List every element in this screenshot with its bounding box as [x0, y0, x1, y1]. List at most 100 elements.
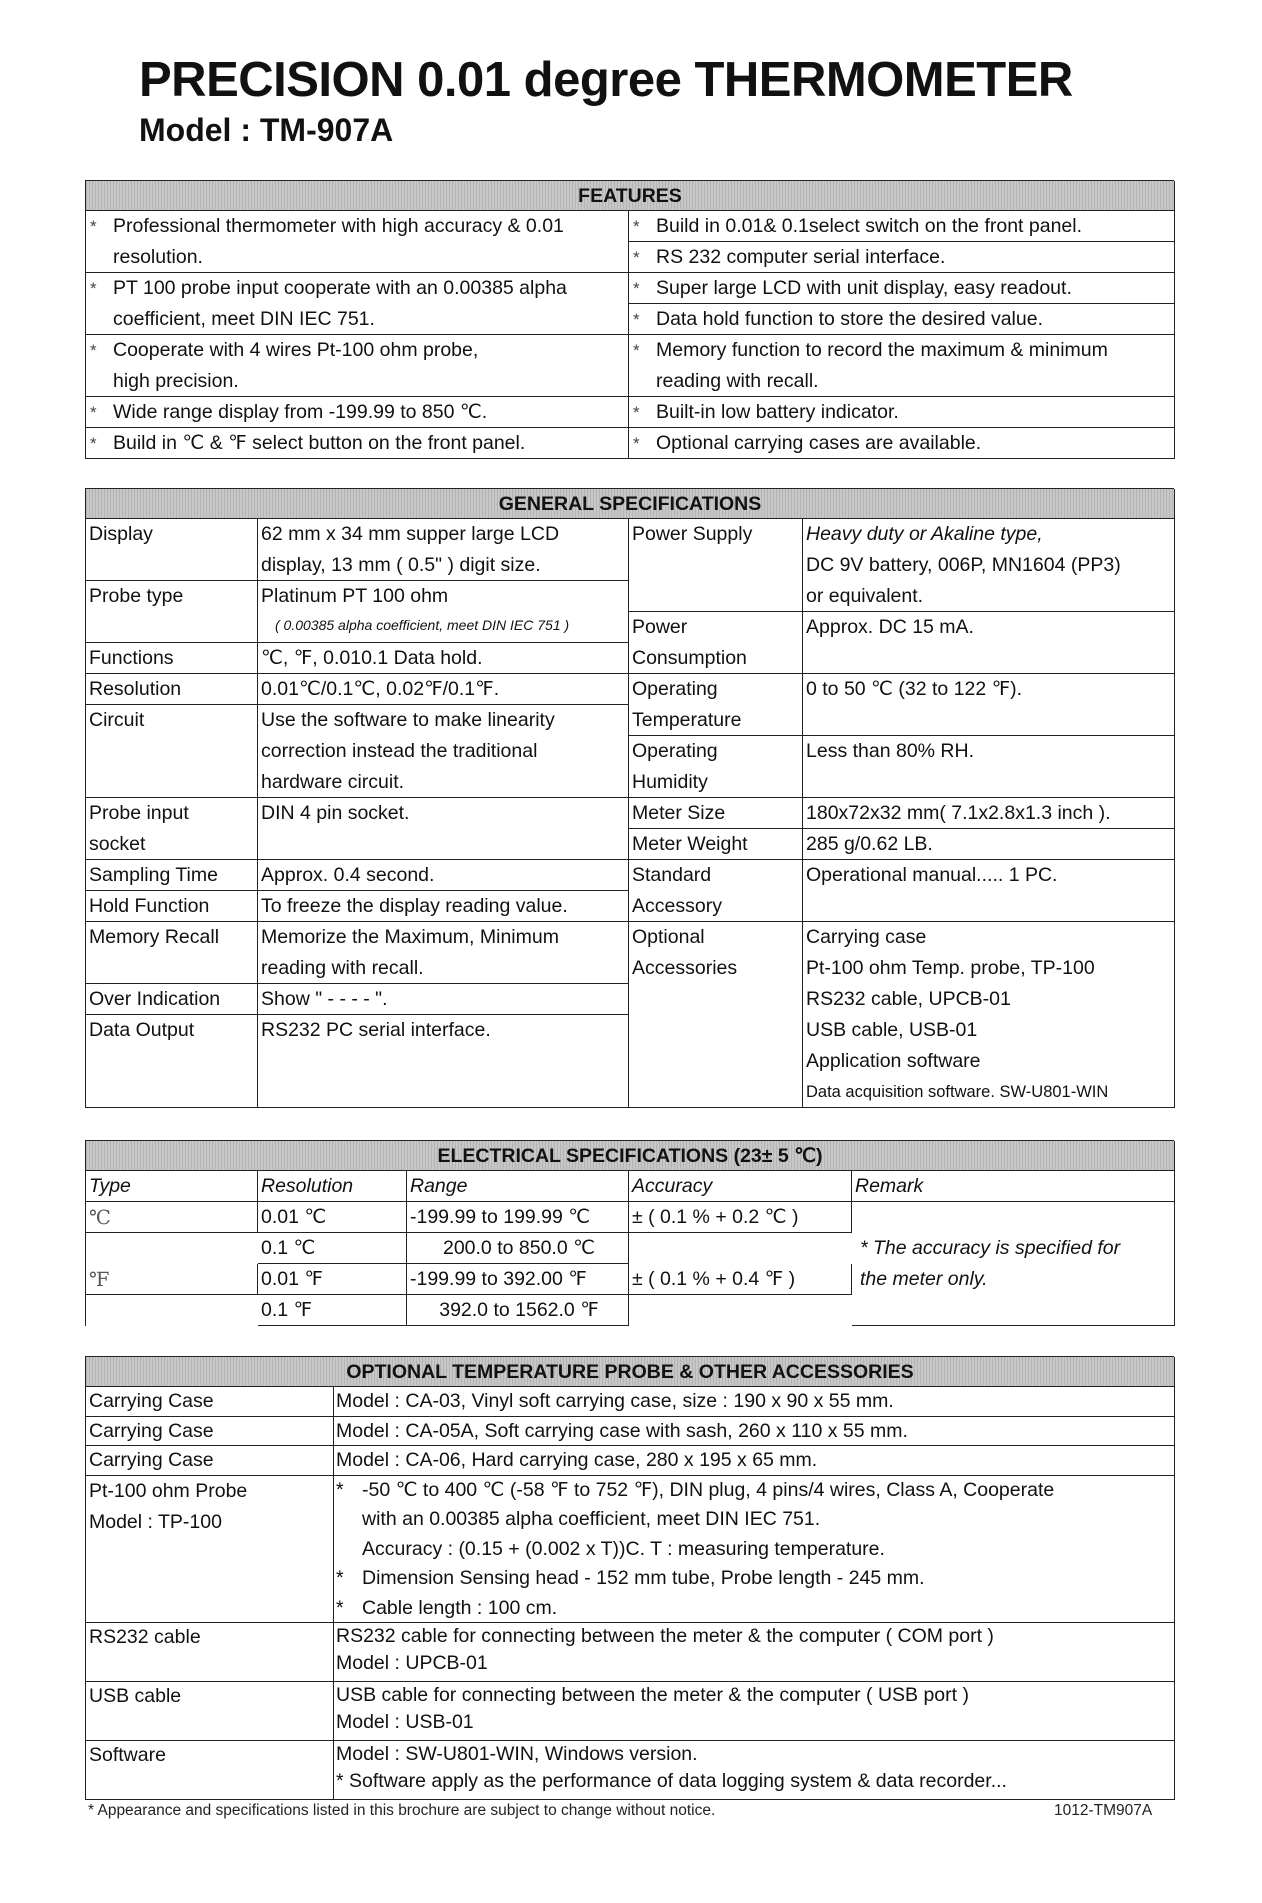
- spec-value: Show " - - - - ".: [258, 984, 629, 1015]
- text-line: Optional carrying cases are available.: [656, 432, 982, 454]
- text-line: DIN 4 pin socket.: [261, 802, 410, 824]
- text-line: RS 232 computer serial interface.: [656, 246, 946, 268]
- spec-value: 0 to 50 ℃ (32 to 122 ℉).: [803, 674, 1175, 736]
- spec-value: Less than 80% RH.: [803, 736, 1175, 798]
- optional-header: OPTIONAL TEMPERATURE PROBE & OTHER ACCES…: [86, 1357, 1175, 1387]
- spec-label: Memory Recall: [86, 922, 258, 984]
- spec-label: Sampling Time: [86, 860, 258, 891]
- spec-value-italic: Heavy duty or Akaline type,: [806, 523, 1043, 545]
- feature-item: * Built-in low battery indicator.: [629, 397, 1175, 428]
- text-line: Super large LCD with unit display, easy …: [656, 277, 1072, 299]
- accuracy-cell: ± ( 0.1 % + 0.2 ℃ ): [629, 1202, 852, 1233]
- spec-label: Standard Accessory: [629, 860, 803, 922]
- accuracy-cell: ± ( 0.1 % + 0.4 ℉ ): [629, 1264, 852, 1295]
- text-line: Build in ℃ & ℉ select button on the fron…: [113, 432, 526, 454]
- bullet: *: [633, 217, 640, 236]
- resolution-cell: 0.1 ℉: [258, 1295, 407, 1326]
- general-header: GENERAL SPECIFICATIONS: [86, 489, 1175, 519]
- accessory-label: Carrying Case: [86, 1387, 334, 1417]
- spec-value: 0.01℃/0.1℃, 0.02℉/0.1℉.: [258, 674, 629, 705]
- bullet: *: [90, 341, 97, 360]
- spec-value: Carrying case Pt-100 ohm Temp. probe, TP-…: [803, 922, 1175, 1108]
- text-line: Memory function to record the maximum & …: [656, 339, 1108, 361]
- spec-label: Operating Humidity: [629, 736, 803, 798]
- text-line: Show " - - - - ".: [261, 988, 388, 1010]
- text-line: To freeze the display reading value.: [261, 895, 568, 917]
- column-header: Range: [407, 1171, 629, 1202]
- text-line: Model : UPCB-01: [336, 1652, 488, 1674]
- bullet: *: [633, 403, 640, 422]
- accessory-label: USB cable: [86, 1682, 334, 1741]
- model-subtitle: Model : TM-907A: [139, 112, 394, 148]
- text-line: Accuracy : (0.15 + (0.002 x T))C. T : me…: [362, 1537, 885, 1560]
- accessory-value: * -50 ℃ to 400 ℃ (-58 ℉ to 752 ℉), DIN pl…: [334, 1475, 1175, 1623]
- accessory-label: Carrying Case: [86, 1446, 334, 1476]
- text-line: Approx. 0.4 second.: [261, 864, 435, 886]
- resolution-cell: 0.01 ℉: [258, 1264, 407, 1295]
- text-line: 180x72x32 mm( 7.1x2.8x1.3 inch ).: [806, 802, 1111, 824]
- text-line: Dimension Sensing head - 152 mm tube, Pr…: [362, 1567, 925, 1589]
- text-line: ℃, ℉, 0.010.1 Data hold.: [261, 647, 483, 669]
- text-line: Data hold function to store the desired …: [656, 308, 1043, 330]
- general-specifications-table: GENERAL SPECIFICATIONS Display 62 mm x 3…: [85, 488, 1175, 1108]
- accessory-label: RS232 cable: [86, 1623, 334, 1682]
- text-line: RS232 cable: [89, 1626, 201, 1648]
- text-line: socket: [89, 833, 146, 855]
- accessory-label: Carrying Case: [86, 1416, 334, 1446]
- text-line: Model : SW-U801-WIN, Windows version.: [336, 1743, 698, 1765]
- bullet: *: [90, 434, 97, 453]
- text-line: Consumption: [632, 647, 747, 669]
- spec-label: Resolution: [86, 674, 258, 705]
- feature-item: * Professional thermometer with high accu…: [86, 211, 629, 273]
- text-line: Operational manual..... 1 PC.: [806, 864, 1058, 886]
- text-line: Circuit: [89, 709, 145, 731]
- resolution-cell: 0.1 ℃: [258, 1233, 407, 1264]
- feature-item: * Wide range display from -199.99 to 850 …: [86, 397, 629, 428]
- text-line: display, 13 mm ( 0.5" ) digit size.: [261, 554, 541, 576]
- text-line: coefficient, meet DIN IEC 751.: [113, 308, 375, 330]
- text-line: or equivalent.: [806, 585, 924, 607]
- feature-item: * RS 232 computer serial interface.: [629, 242, 1175, 273]
- footer-notice: * Appearance and specifications listed i…: [88, 1802, 716, 1819]
- text-line: Accessories: [632, 957, 738, 979]
- spec-label: Circuit: [86, 705, 258, 798]
- text-line: Probe input: [89, 802, 189, 824]
- feature-item: * Cooperate with 4 wires Pt-100 ohm probe…: [86, 335, 629, 397]
- spec-value: Use the software to make linearity correc…: [258, 705, 629, 798]
- text-line: Power: [632, 616, 688, 638]
- text-line: Data Output: [89, 1019, 195, 1041]
- text-line: high precision.: [113, 370, 239, 392]
- text-line: Resolution: [89, 678, 182, 700]
- text-line: Cable length : 100 cm.: [362, 1596, 558, 1619]
- text-line: correction instead the traditional: [261, 740, 538, 762]
- bullet: *: [633, 248, 640, 267]
- text-line: RS232 PC serial interface.: [261, 1019, 491, 1041]
- remark-cell: * The accuracy is specified for the mete…: [852, 1202, 1175, 1326]
- text-line: Software: [89, 1744, 166, 1766]
- spec-label: Meter Weight: [629, 829, 803, 860]
- column-header: Type: [86, 1171, 258, 1202]
- spec-value: Operational manual..... 1 PC.: [803, 860, 1175, 922]
- text-line: 0 to 50 ℃ (32 to 122 ℉).: [806, 678, 1023, 700]
- spec-value: Heavy duty or Akaline type, DC 9V battery…: [803, 519, 1175, 612]
- spec-label: Power Consumption: [629, 612, 803, 674]
- bullet: *: [633, 310, 640, 329]
- spec-label: Meter Size: [629, 798, 803, 829]
- text-line: Application software: [806, 1050, 981, 1072]
- electrical-specifications-table: ELECTRICAL SPECIFICATIONS (23± 5 ℃) Type…: [85, 1140, 1175, 1326]
- text-line: Cooperate with 4 wires Pt-100 ohm probe,: [113, 339, 479, 361]
- spec-label: Operating Temperature: [629, 674, 803, 736]
- spec-value: Approx. DC 15 mA.: [803, 612, 1175, 674]
- text-line: Model : CA-05A, Soft carrying case with …: [336, 1419, 908, 1442]
- spec-label: Power Supply: [629, 519, 803, 612]
- spec-value: 285 g/0.62 LB.: [803, 829, 1175, 860]
- text-line: Build in 0.01& 0.1select switch on the f…: [656, 215, 1083, 237]
- bullet: *: [336, 1478, 344, 1501]
- text-line: DC 9V battery, 006P, MN1604 (PP3): [806, 554, 1121, 576]
- accessory-value: Model : CA-06, Hard carrying case, 280 x…: [334, 1446, 1175, 1476]
- text-line: resolution.: [113, 246, 203, 268]
- range-cell: -199.99 to 199.99 ℃: [407, 1202, 629, 1233]
- accessory-label: Pt-100 ohm Probe Model : TP-100: [86, 1475, 334, 1623]
- text-line: with an 0.00385 alpha coefficient, meet …: [362, 1508, 821, 1530]
- spec-label: Functions: [86, 643, 258, 674]
